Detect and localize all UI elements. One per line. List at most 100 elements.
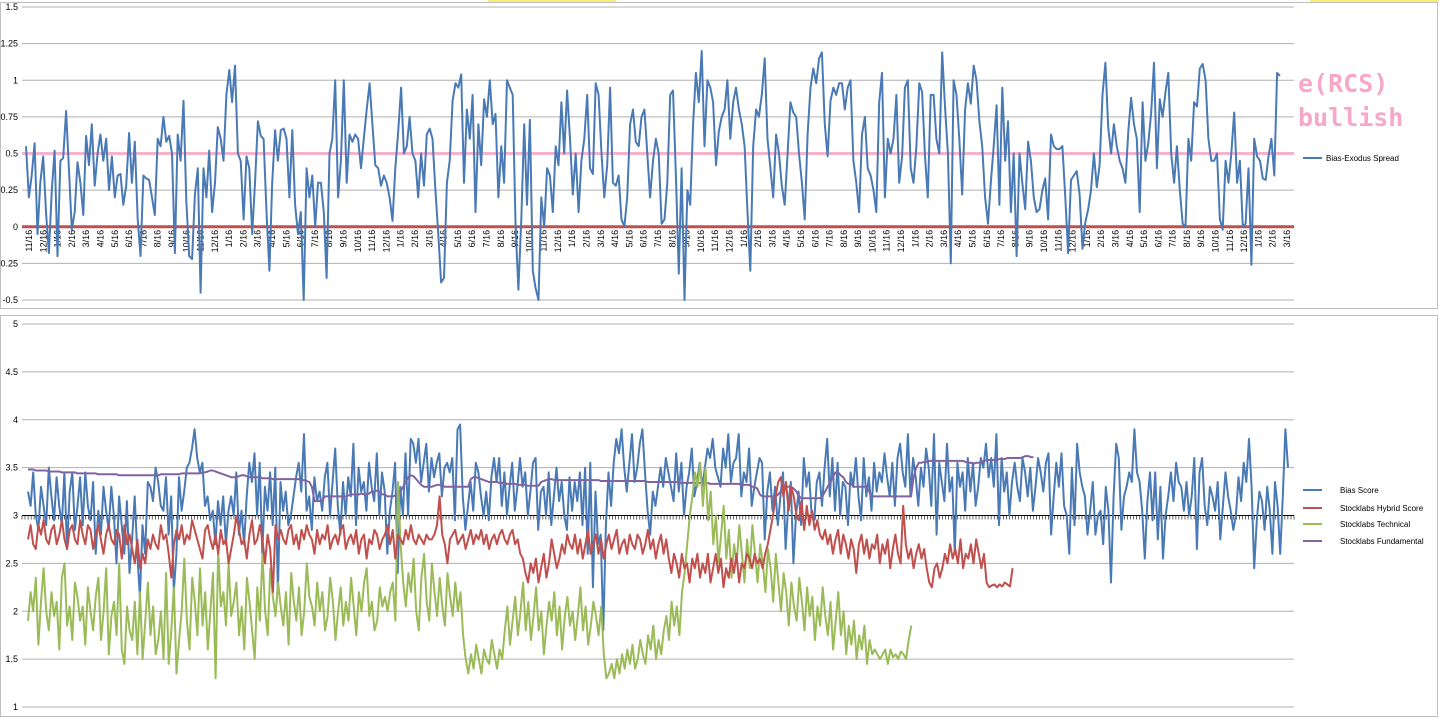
x-tick-label: 11/16 [882, 230, 892, 252]
series-line-bias-score [27, 423, 1289, 632]
x-tick-label: 7/16 [138, 230, 148, 248]
x-tick-label: 5/16 [110, 230, 120, 248]
x-tick-label: 9/16 [853, 230, 863, 248]
x-tick-label: 8/16 [324, 230, 334, 248]
x-tick-label: 8/16 [153, 230, 163, 248]
y-tick-label: 0.75 [0, 112, 18, 122]
x-tick-label: 6/16 [467, 230, 477, 248]
legend-label-stocklabs-hybrid-score: Stocklabs Hybrid Score [1340, 504, 1424, 513]
x-tick-label: 4/16 [96, 230, 106, 248]
x-tick-label: 1/16 [739, 230, 749, 248]
x-tick-label: 6/16 [810, 230, 820, 248]
x-tick-label: 3/16 [767, 230, 777, 248]
x-tick-label: 5/16 [624, 230, 634, 248]
x-tick-label: 6/16 [124, 230, 134, 248]
x-tick-label: 4/16 [1125, 230, 1135, 248]
x-tick-label: 2/16 [925, 230, 935, 248]
x-tick-label: 8/16 [667, 230, 677, 248]
x-tick-label: 3/16 [596, 230, 606, 248]
annotation-line-1: e(RCS) [1298, 69, 1388, 98]
x-tick-label: 7/16 [310, 230, 320, 248]
x-tick-label: 8/16 [839, 230, 849, 248]
top-chart-frame [0, 2, 1438, 309]
x-tick-label: 3/16 [253, 230, 263, 248]
series-line-stocklabs-technical [27, 461, 913, 680]
x-tick-label: 7/16 [653, 230, 663, 248]
x-tick-label: 12/16 [725, 230, 735, 253]
x-tick-label: 4/16 [267, 230, 277, 248]
y-tick-label: 1.25 [0, 39, 18, 49]
x-tick-label: 7/16 [825, 230, 835, 248]
x-tick-label: 12/16 [210, 230, 220, 253]
legend-label-stocklabs-fundamental: Stocklabs Fundamental [1340, 537, 1424, 546]
x-tick-label: 2/16 [67, 230, 77, 248]
x-tick-label: 12/16 [38, 230, 48, 253]
series-line-stocklabs-hybrid-score [27, 476, 1014, 594]
x-tick-label: 7/16 [1168, 230, 1178, 248]
x-tick-label: 12/16 [1239, 230, 1249, 253]
x-tick-label: 1/16 [910, 230, 920, 248]
legend-label-stocklabs-technical: Stocklabs Technical [1340, 520, 1410, 529]
x-tick-label: 5/16 [968, 230, 978, 248]
x-tick-label: 4/16 [610, 230, 620, 248]
x-tick-label: 8/16 [496, 230, 506, 248]
x-tick-label: 11/16 [1225, 230, 1235, 252]
x-tick-label: 7/16 [482, 230, 492, 248]
y-tick-label: 1 [13, 75, 18, 85]
x-tick-label: 12/16 [381, 230, 391, 253]
y-tick-label: -0.5 [2, 295, 18, 305]
spread-chart: 1.5 1.25 1 0.75 0.5 0.25 0 -0.25 -0.5 11/16 12/16 1… [0, 2, 1399, 305]
x-tick-label: 10/16 [524, 230, 534, 253]
x-tick-label: 6/16 [982, 230, 992, 248]
y-tick-label: 0 [13, 222, 18, 232]
top-highlight-right [1310, 0, 1439, 2]
x-tick-label: 3/16 [1282, 230, 1292, 248]
annotation-line-2: bullish [1298, 103, 1403, 132]
x-tick-label: 10/16 [1211, 230, 1221, 253]
x-tick-label: 5/16 [453, 230, 463, 248]
x-tick-label: 11/16 [196, 230, 206, 252]
y-tick-label: 1.5 [5, 654, 18, 664]
bottom-chart-frame [0, 315, 1438, 717]
series-line-bias-exodus-spread [25, 50, 1281, 301]
x-tick-label: 1/16 [567, 230, 577, 248]
x-tick-label: 5/16 [1139, 230, 1149, 248]
x-tick-label: 4/16 [953, 230, 963, 248]
x-tick-label: 1/16 [1253, 230, 1263, 248]
x-tick-label: 3/16 [1111, 230, 1121, 248]
y-tick-label: 3 [13, 511, 18, 521]
x-tick-label: 5/16 [281, 230, 291, 248]
x-tick-label: 2/16 [1268, 230, 1278, 248]
x-tick-label: 1/16 [1082, 230, 1092, 248]
y-tick-label: 4.5 [5, 367, 18, 377]
x-tick-label: 7/16 [996, 230, 1006, 248]
x-tick-label: 6/16 [296, 230, 306, 248]
legend-label-spread: Bias-Exodus Spread [1326, 154, 1399, 163]
x-tick-label: 12/16 [553, 230, 563, 253]
x-tick-label: 3/16 [939, 230, 949, 248]
x-tick-label: 10/16 [1039, 230, 1049, 253]
x-tick-label: 11/16 [710, 230, 720, 252]
x-tick-label: 4/16 [439, 230, 449, 248]
x-tick-label: 3/16 [81, 230, 91, 248]
x-tick-label: 6/16 [1153, 230, 1163, 248]
x-tick-label: 11/16 [539, 230, 549, 252]
x-tick-label: 11/16 [1053, 230, 1063, 252]
series-line-stocklabs-fundamental [28, 455, 1034, 503]
x-tick-label: 2/16 [410, 230, 420, 248]
x-tick-label: 2/16 [582, 230, 592, 248]
x-tick-label: 2/16 [1096, 230, 1106, 248]
x-tick-label: 10/16 [353, 230, 363, 253]
y-tick-label: 0.5 [5, 149, 18, 159]
x-tick-label: 9/16 [1025, 230, 1035, 248]
x-tick-label: 10/16 [696, 230, 706, 253]
x-tick-label: 9/16 [1196, 230, 1206, 248]
x-tick-label: 12/16 [896, 230, 906, 253]
x-tick-label: 10/16 [181, 230, 191, 253]
x-tick-label: 5/16 [796, 230, 806, 248]
x-tick-label: 9/16 [510, 230, 520, 248]
x-tick-label: 3/16 [424, 230, 434, 248]
x-tick-label: 11/16 [24, 230, 34, 252]
x-tick-label: 12/16 [1068, 230, 1078, 253]
